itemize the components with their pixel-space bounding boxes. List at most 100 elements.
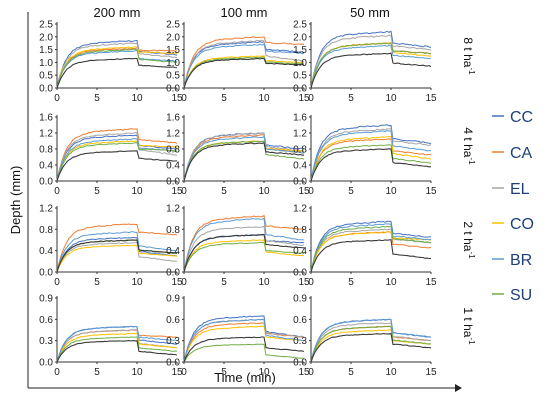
x-tick-label: 0 xyxy=(181,186,187,197)
y-tick-label: 1.0 xyxy=(166,58,180,69)
series-line-unlabeled-dark xyxy=(183,336,305,363)
x-tick-label: 15 xyxy=(298,277,310,288)
x-tick-label: 10 xyxy=(258,93,270,104)
x-tick-label: 5 xyxy=(221,186,227,197)
x-axis-label: Time (min) xyxy=(214,370,276,385)
y-tick-label: 1.6 xyxy=(166,113,180,124)
x-tick-label: 5 xyxy=(348,186,354,197)
y-tick-label: 0.3 xyxy=(293,336,307,347)
series-line-co xyxy=(183,239,305,273)
legend-label-ca: CA xyxy=(510,145,533,162)
x-tick-label: 15 xyxy=(171,277,183,288)
y-tick-label: 0.4 xyxy=(293,161,307,172)
y-tick-label: 2.0 xyxy=(293,32,307,43)
series-line-unlabeled-dark xyxy=(56,57,178,89)
x-tick-label: 5 xyxy=(94,277,100,288)
row-label-2-main: 2 t ha xyxy=(461,221,475,251)
series-line-cc xyxy=(56,134,178,181)
legend: CC CA EL CO BR SU xyxy=(492,109,534,304)
series-line-unlabeled-dark xyxy=(310,148,432,182)
series-line-unlabeled-dark xyxy=(183,57,305,88)
series-line-el xyxy=(183,39,305,88)
x-tick-label: 15 xyxy=(171,93,183,104)
x-tick-label: 10 xyxy=(131,367,143,378)
series-line-el xyxy=(310,322,431,362)
panel-r1-c2: 0.0 0.4 0.8 1.2 1.6 0 5 10 15 xyxy=(293,113,437,198)
series-line-br xyxy=(310,318,432,363)
y-tick-label: 0.6 xyxy=(39,315,53,326)
x-tick-label: 5 xyxy=(221,93,227,104)
series-line-el xyxy=(183,225,305,272)
series-line-ca xyxy=(183,134,305,181)
series-line-unlabeled-dark xyxy=(56,150,178,182)
row-label-2: 2 t ha-1 xyxy=(461,221,476,259)
x-tick-label: 10 xyxy=(131,186,143,197)
x-tick-label: 5 xyxy=(221,277,227,288)
series-line-co xyxy=(56,244,178,273)
series-line-el xyxy=(183,132,305,181)
y-tick-label: 1.2 xyxy=(293,204,307,215)
series-line-el xyxy=(183,318,305,363)
x-tick-label: 0 xyxy=(308,186,314,197)
x-tick-label: 10 xyxy=(258,277,270,288)
series-line-co xyxy=(56,332,178,363)
row-label-8-main: 8 t ha xyxy=(461,37,475,67)
y-tick-label: 0.9 xyxy=(293,294,307,305)
x-tick-label: 10 xyxy=(131,93,143,104)
series-line-el xyxy=(310,34,432,89)
panel-grid: 0.00.51.01.52.02.50 5 10 150.00.51.01.52.02… xyxy=(39,20,437,379)
x-tick-label: 10 xyxy=(385,186,397,197)
y-tick-label: 2.0 xyxy=(39,32,53,43)
outer-x-arrow xyxy=(455,384,462,392)
panel-r2-c0: 0.0 0.4 0.8 1.2 0 5 10 15 xyxy=(39,204,183,289)
series-line-el xyxy=(310,128,432,182)
y-tick-label: 0.8 xyxy=(166,225,180,236)
series-line-su xyxy=(183,140,305,182)
series-line-br xyxy=(56,49,177,89)
series-line-su xyxy=(310,325,432,363)
series-line-su xyxy=(310,144,432,181)
series-line-ca xyxy=(310,325,432,363)
x-tick-label: 5 xyxy=(94,367,100,378)
x-tick-label: 10 xyxy=(258,367,270,378)
x-tick-label: 0 xyxy=(54,186,60,197)
row-label-4-sup: -1 xyxy=(467,157,476,165)
legend-label-br: BR xyxy=(510,252,532,269)
column-title-100mm: 100 mm xyxy=(221,5,268,20)
series-line-br xyxy=(183,43,305,89)
y-tick-label: 0.5 xyxy=(166,71,180,82)
series-line-el xyxy=(56,241,177,272)
x-tick-label: 15 xyxy=(171,186,183,197)
series-line-br xyxy=(56,231,178,273)
legend-label-el: EL xyxy=(510,181,530,198)
series-line-unlabeled-dark xyxy=(56,239,178,273)
y-tick-label: 0.4 xyxy=(39,161,53,172)
x-tick-label: 15 xyxy=(425,277,437,288)
x-tick-label: 10 xyxy=(385,367,397,378)
series-line-ca xyxy=(183,36,305,89)
y-tick-label: 0.3 xyxy=(166,336,180,347)
series-line-br xyxy=(310,223,432,273)
series-line-co xyxy=(183,55,304,88)
series-line-su xyxy=(183,343,305,363)
x-tick-label: 15 xyxy=(298,93,310,104)
series-line-ca xyxy=(56,128,178,182)
series-line-cc xyxy=(183,233,305,273)
x-tick-label: 15 xyxy=(171,367,183,378)
panel-r3-c1: 0.0 0.3 0.6 0.9 0 5 10 15 xyxy=(166,294,310,379)
y-tick-label: 0.0 xyxy=(166,177,180,188)
series-line-cc xyxy=(310,124,432,181)
series-line-ca xyxy=(56,47,177,89)
y-tick-label: 2.0 xyxy=(166,32,180,43)
y-tick-label: 2.5 xyxy=(166,20,180,31)
panel-r0-c1: 0.00.51.01.52.02.50 5 10 15 xyxy=(166,20,310,105)
column-title-200mm: 200 mm xyxy=(94,5,141,20)
x-tick-label: 0 xyxy=(181,367,187,378)
y-tick-label: 1.2 xyxy=(39,129,53,140)
y-tick-label: 0.0 xyxy=(293,358,307,369)
x-tick-label: 10 xyxy=(131,277,143,288)
y-tick-label: 1.2 xyxy=(293,129,307,140)
y-tick-label: 0.4 xyxy=(293,246,307,257)
y-tick-label: 1.5 xyxy=(293,45,307,56)
